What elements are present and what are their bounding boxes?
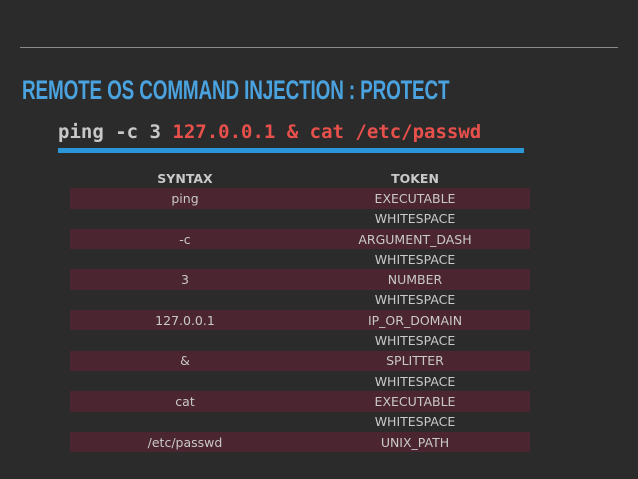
command-line: ping -c 3 127.0.0.1 & cat /etc/passwd xyxy=(58,118,481,146)
cell-token: IP_OR_DOMAIN xyxy=(367,312,463,328)
table-header-row: SYNTAX TOKEN xyxy=(70,168,530,188)
cell-syntax: 3 xyxy=(181,272,189,288)
table-row: WHITESPACE xyxy=(70,290,530,310)
cell-token: WHITESPACE xyxy=(374,292,456,308)
cell-token: WHITESPACE xyxy=(374,251,456,267)
table-row: WHITESPACE xyxy=(70,330,530,350)
table-row: WHITESPACE xyxy=(70,249,530,269)
table-row: /etc/passwd UNIX_PATH xyxy=(70,431,530,453)
top-divider xyxy=(20,47,618,48)
cell-token: WHITESPACE xyxy=(374,373,456,389)
command-plain-part: ping -c 3 xyxy=(58,121,173,143)
cell-token: WHITESPACE xyxy=(374,414,456,430)
command-injected-part: 127.0.0.1 & cat /etc/passwd xyxy=(172,121,482,143)
token-table: SYNTAX TOKEN ping EXECUTABLE WHITESPACE … xyxy=(70,168,530,453)
table-row: WHITESPACE xyxy=(70,412,530,432)
table-row: cat EXECUTABLE xyxy=(70,391,530,412)
cell-token: ARGUMENT_DASH xyxy=(358,231,472,247)
cell-token: EXECUTABLE xyxy=(374,190,456,206)
command-underline xyxy=(58,148,524,153)
table-row: ping EXECUTABLE xyxy=(70,188,530,209)
cell-syntax: ping xyxy=(171,190,199,206)
table-row: 127.0.0.1 IP_OR_DOMAIN xyxy=(70,310,530,331)
cell-syntax: /etc/passwd xyxy=(147,434,223,450)
cell-syntax: 127.0.0.1 xyxy=(155,312,215,328)
cell-token: WHITESPACE xyxy=(374,333,456,349)
table-row: WHITESPACE xyxy=(70,209,530,229)
cell-syntax: -c xyxy=(179,231,191,247)
table-row: -c ARGUMENT_DASH xyxy=(70,228,530,250)
cell-token: WHITESPACE xyxy=(374,211,456,227)
cell-token: SPLITTER xyxy=(386,353,444,369)
header-token: TOKEN xyxy=(391,170,439,186)
table-row: 3 NUMBER xyxy=(70,269,530,290)
header-syntax: SYNTAX xyxy=(157,170,213,186)
cell-token: EXECUTABLE xyxy=(374,393,456,409)
cell-syntax: cat xyxy=(175,393,195,409)
slide-title: REMOTE OS COMMAND INJECTION : PROTECT xyxy=(22,75,450,105)
cell-token: NUMBER xyxy=(387,272,443,288)
cell-syntax: & xyxy=(180,353,190,369)
table-row: WHITESPACE xyxy=(70,371,530,391)
cell-token: UNIX_PATH xyxy=(380,434,450,450)
table-row: & SPLITTER xyxy=(70,350,530,371)
